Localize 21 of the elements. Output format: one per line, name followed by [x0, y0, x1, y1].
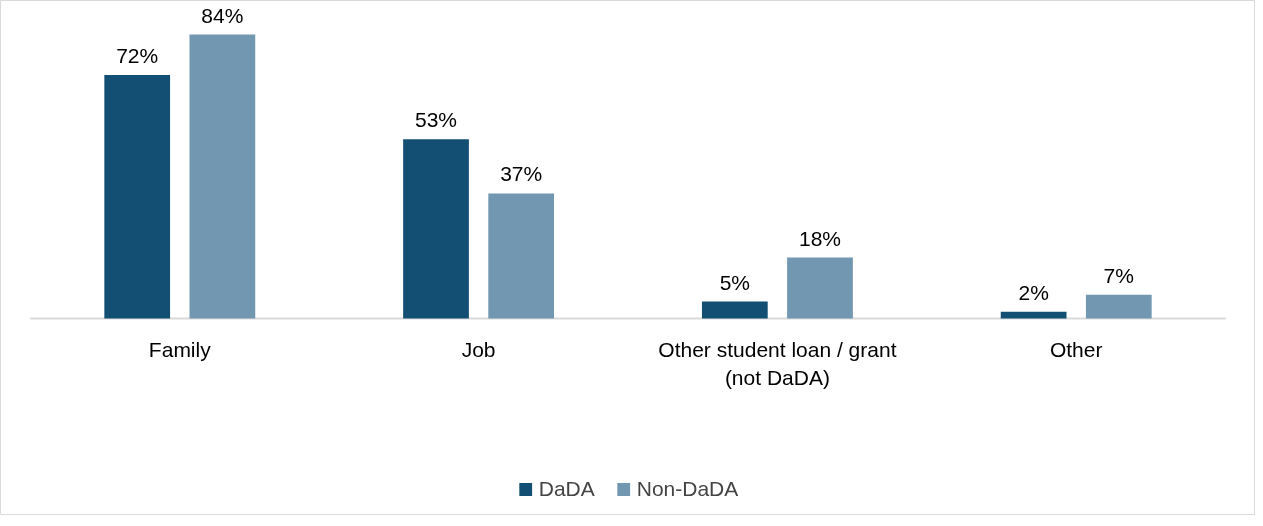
bar — [488, 193, 555, 319]
bar — [1085, 294, 1152, 319]
bar — [189, 34, 256, 319]
data-label: 37% — [500, 162, 543, 186]
data-label: 53% — [415, 108, 458, 132]
bar — [403, 139, 469, 319]
data-label: 5% — [719, 270, 751, 294]
legend-label: Non-DaDA — [636, 477, 739, 501]
legend-label: DaDA — [538, 477, 595, 501]
bar — [701, 301, 768, 319]
bar — [787, 257, 853, 319]
x-tick-label: Family — [148, 338, 212, 362]
x-tick-label: Job — [461, 338, 496, 362]
x-tick-label: Other student loan / grant (not DaDA) — [658, 338, 897, 389]
data-label: 84% — [201, 3, 244, 27]
data-label: 7% — [1103, 263, 1134, 287]
data-label: 2% — [1018, 280, 1049, 304]
x-tick-label: Other — [1049, 338, 1103, 362]
bar — [104, 75, 171, 319]
data-label: 72% — [116, 44, 159, 68]
data-label: 18% — [798, 226, 841, 250]
